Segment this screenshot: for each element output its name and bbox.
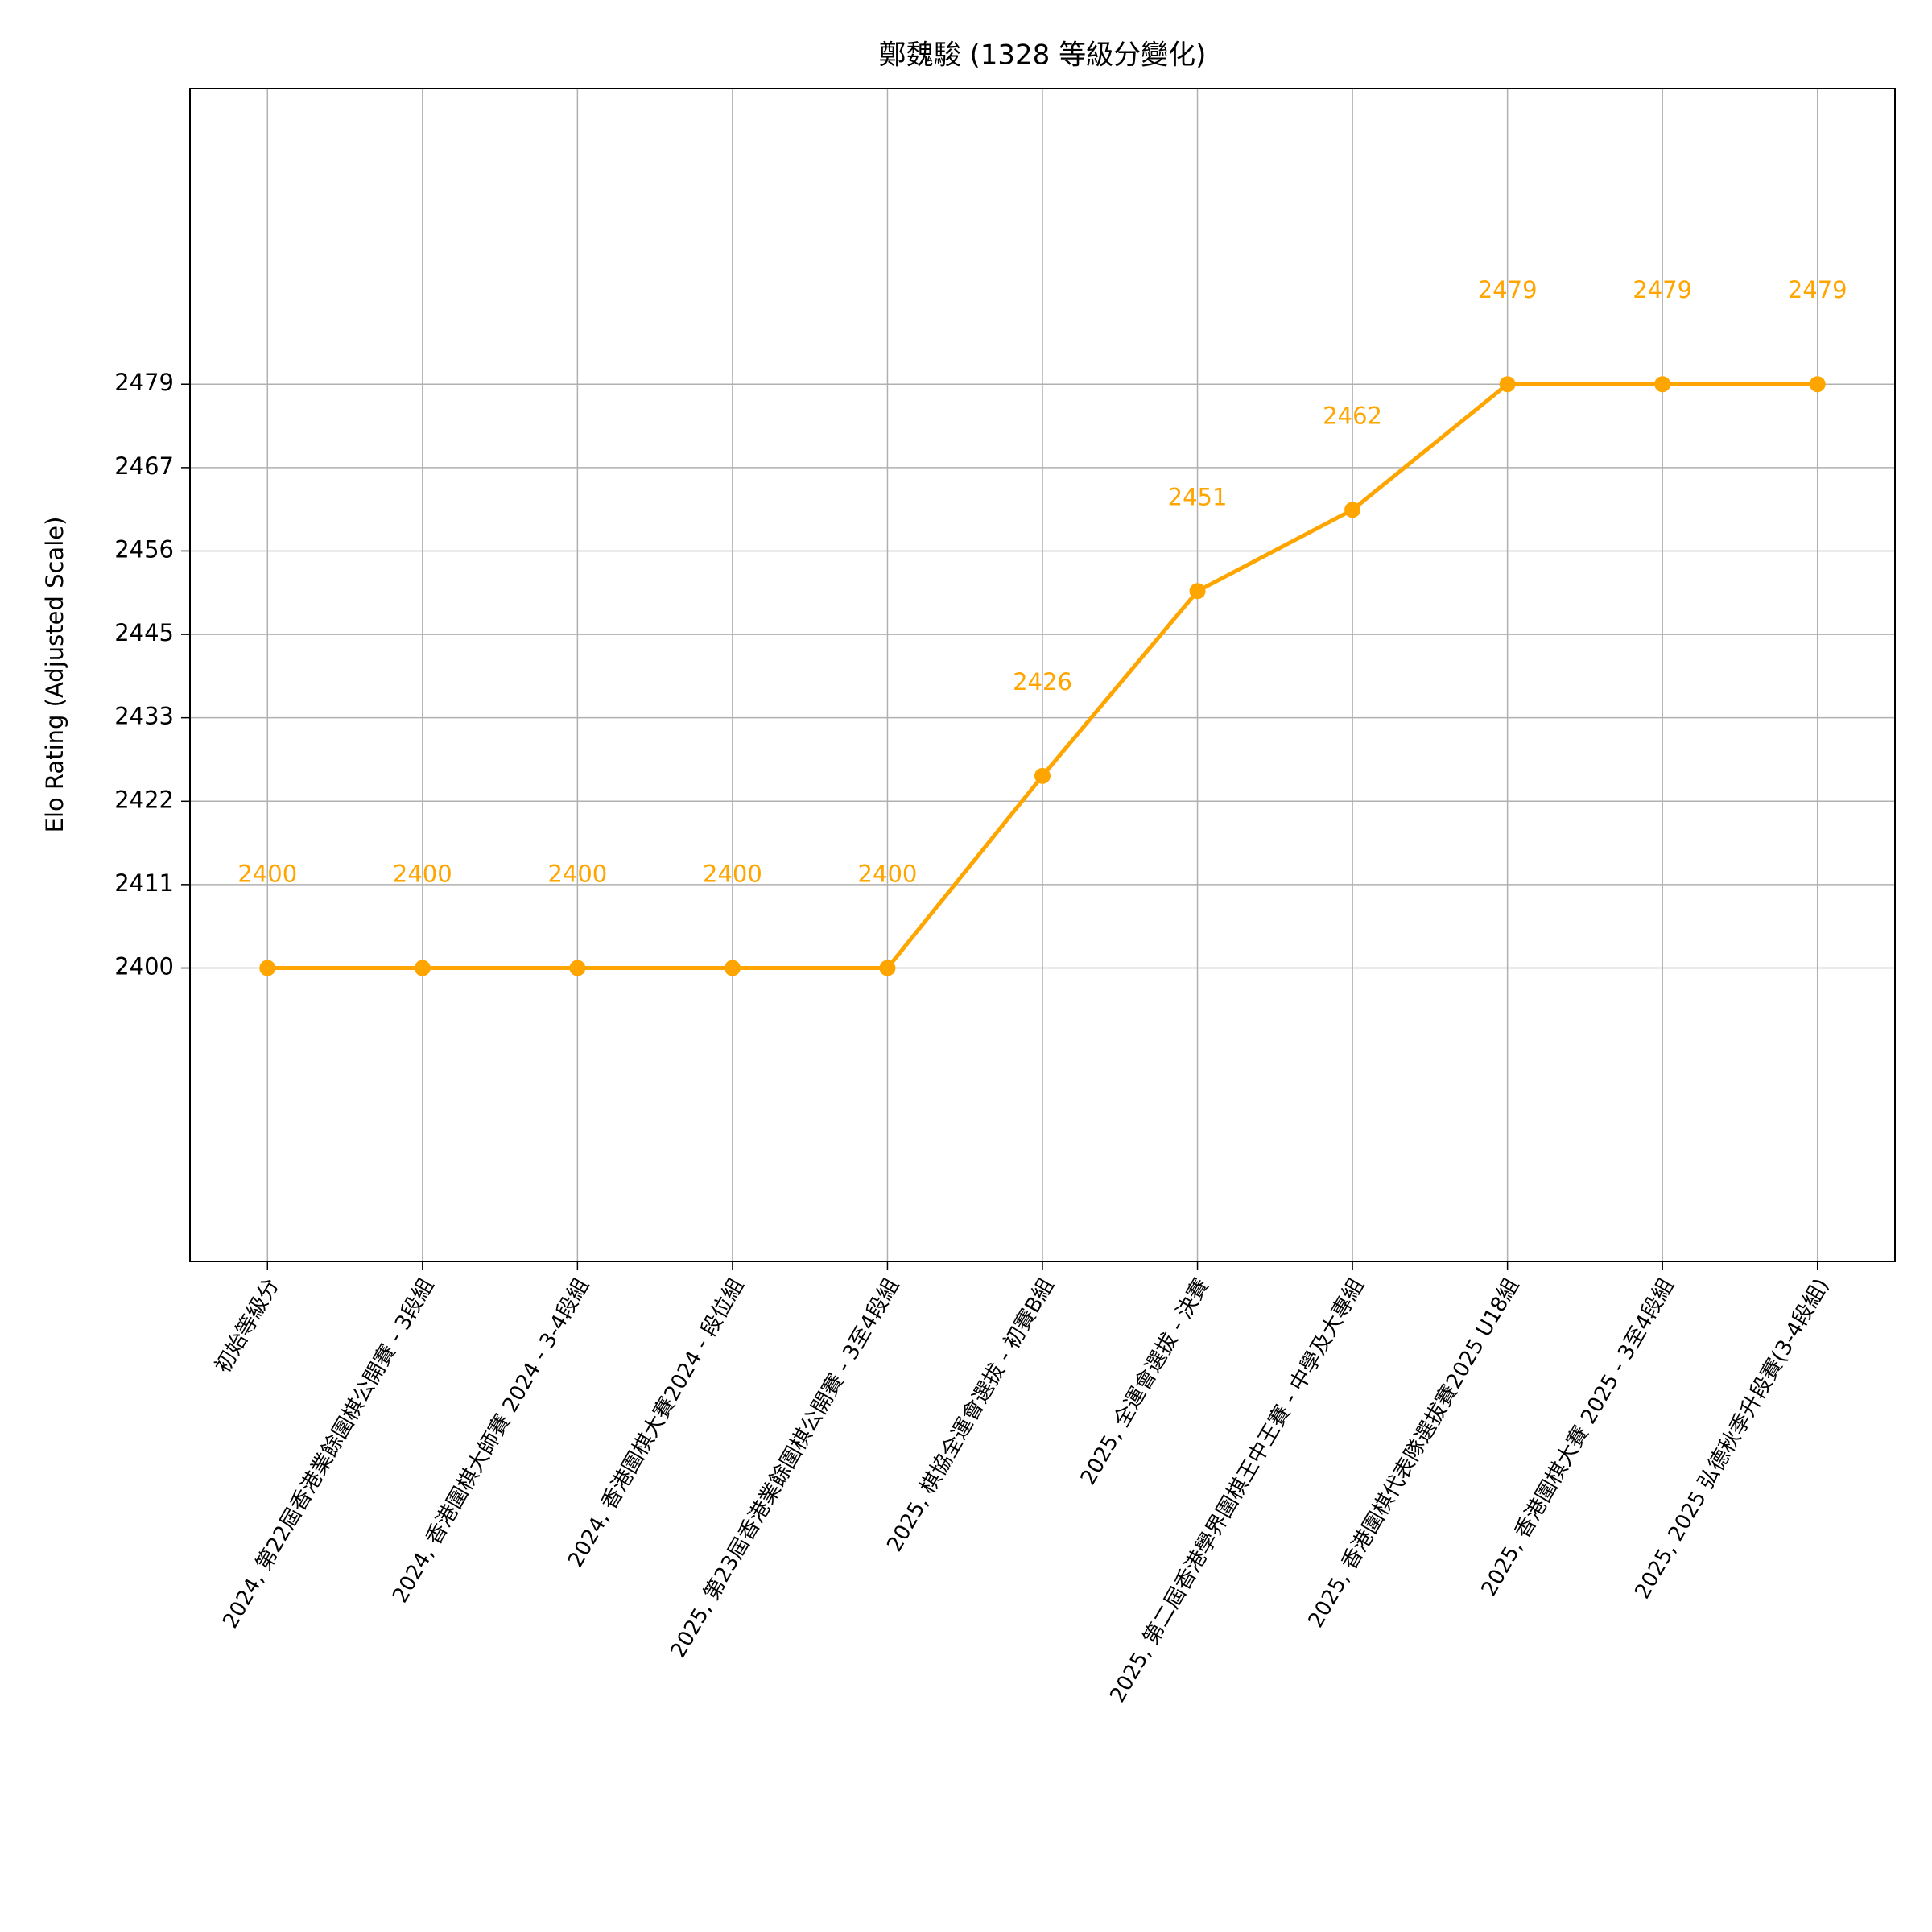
data-label: 2426	[1013, 668, 1072, 696]
data-label: 2400	[703, 861, 762, 888]
data-label: 2451	[1168, 483, 1228, 510]
data-point	[1499, 376, 1516, 393]
y-axis-label: Elo Rating (Adjusted Scale)	[41, 517, 68, 833]
data-label: 2479	[1478, 276, 1538, 303]
y-tick-label: 2479	[114, 369, 174, 396]
plot-frame	[189, 88, 1896, 1262]
data-label: 2400	[393, 861, 452, 888]
data-point	[879, 960, 896, 976]
data-label: 2400	[858, 861, 918, 888]
y-tick-label: 2411	[114, 869, 174, 897]
y-tick-label: 2445	[114, 619, 174, 646]
data-point	[569, 960, 586, 976]
data-label: 2400	[237, 861, 297, 888]
chart-title: 鄭魏駿 (1328 等級分變化)	[879, 39, 1207, 72]
data-label: 2462	[1323, 402, 1382, 429]
data-point	[1654, 376, 1671, 393]
y-tick-label: 2467	[114, 452, 174, 480]
y-tick-label: 2433	[114, 703, 174, 730]
y-tick-label: 2456	[114, 535, 174, 563]
y-tick-label: 2400	[114, 953, 174, 980]
data-point	[724, 960, 741, 976]
data-point	[1344, 502, 1361, 518]
data-label: 2400	[547, 861, 607, 888]
data-label: 2479	[1633, 276, 1692, 303]
data-label: 2479	[1788, 276, 1847, 303]
data-point	[1189, 583, 1206, 600]
data-point	[259, 960, 276, 976]
y-tick-label: 2422	[114, 786, 174, 813]
data-point	[414, 960, 431, 976]
data-point	[1034, 767, 1051, 784]
data-point	[1809, 376, 1826, 393]
